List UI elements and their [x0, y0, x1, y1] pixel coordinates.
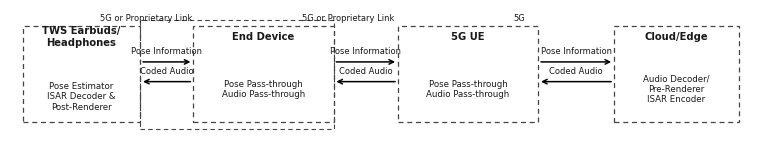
Text: End Device: End Device — [232, 32, 295, 42]
Text: Coded Audio: Coded Audio — [140, 67, 193, 76]
Text: Audio Decoder/
Pre-Renderer
ISAR Encoder: Audio Decoder/ Pre-Renderer ISAR Encoder — [644, 74, 709, 104]
Text: Cloud/Edge: Cloud/Edge — [645, 32, 708, 42]
Text: Pose Information: Pose Information — [131, 47, 202, 56]
Text: 5G or Proprietary Link: 5G or Proprietary Link — [302, 14, 395, 23]
Bar — [23, 26, 140, 122]
Text: Pose Information: Pose Information — [540, 47, 612, 56]
Text: 5G or Proprietary Link: 5G or Proprietary Link — [100, 14, 193, 23]
Text: 5G: 5G — [513, 14, 525, 23]
Text: Pose Estimator
ISAR Decoder &
Post-Renderer: Pose Estimator ISAR Decoder & Post-Rende… — [47, 82, 116, 112]
Text: TWS Earbuds/
Headphones: TWS Earbuds/ Headphones — [42, 26, 121, 48]
Text: Coded Audio: Coded Audio — [550, 67, 603, 76]
Bar — [140, 20, 334, 129]
Text: Coded Audio: Coded Audio — [339, 67, 393, 76]
Bar — [398, 26, 538, 122]
Text: Pose Pass-through
Audio Pass-through: Pose Pass-through Audio Pass-through — [222, 80, 305, 99]
Text: Pose Information: Pose Information — [330, 47, 401, 56]
Bar — [614, 26, 739, 122]
Text: 5G UE: 5G UE — [451, 32, 485, 42]
Text: Pose Pass-through
Audio Pass-through: Pose Pass-through Audio Pass-through — [427, 80, 509, 99]
Bar — [193, 26, 334, 122]
